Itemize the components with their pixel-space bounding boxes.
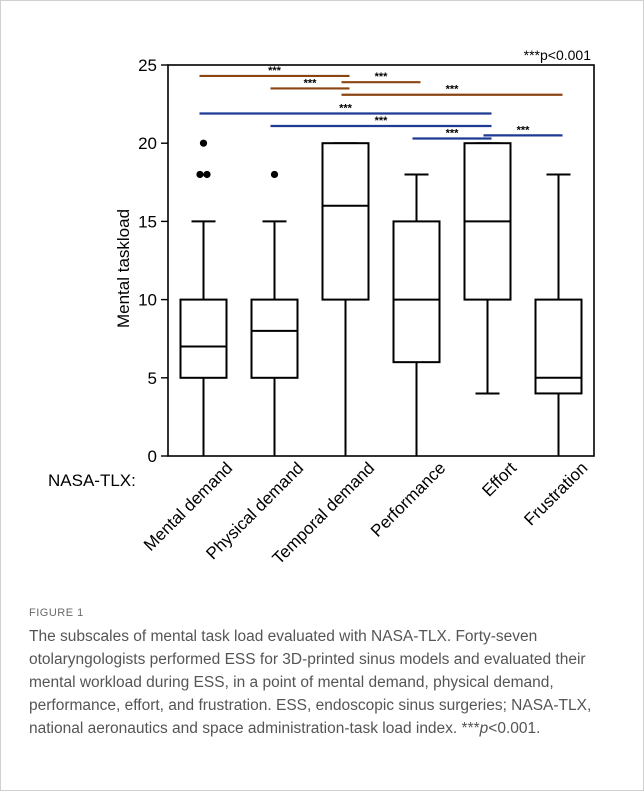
caption-text-main: The subscales of mental task load evalua… bbox=[29, 628, 592, 737]
significance-label: *** bbox=[375, 115, 389, 127]
box-iqr bbox=[250, 298, 299, 379]
outlier-point bbox=[203, 170, 211, 179]
box-plot-chart: 0 5 10 15 20 25 Mental taskload ***p<0.001 *** **… bbox=[48, 47, 595, 568]
outlier-point bbox=[196, 170, 204, 179]
outlier-point bbox=[199, 139, 208, 147]
y-tick-label: 0 bbox=[148, 447, 157, 466]
significance-label: *** bbox=[375, 71, 389, 83]
y-tick-label: 20 bbox=[138, 134, 157, 153]
y-axis-label: Mental taskload bbox=[114, 209, 133, 328]
box-iqr bbox=[534, 298, 583, 395]
outlier-point bbox=[270, 170, 279, 179]
significance-label: *** bbox=[517, 124, 531, 136]
box-iqr bbox=[392, 220, 441, 364]
significance-label: *** bbox=[339, 102, 353, 114]
box-iqr bbox=[179, 298, 228, 379]
x-tick-label: Effort bbox=[478, 458, 520, 500]
y-tick-label: 15 bbox=[138, 212, 157, 231]
y-tick-label: 25 bbox=[138, 56, 157, 75]
x-tick-label: Performance bbox=[367, 458, 449, 540]
significance-note: ***p<0.001 bbox=[524, 47, 592, 63]
box-iqr bbox=[321, 142, 370, 301]
significance-label: *** bbox=[446, 128, 460, 140]
figure-label: FIGURE 1 bbox=[29, 607, 84, 619]
significance-label: *** bbox=[446, 84, 460, 96]
caption-p-symbol: p bbox=[479, 720, 489, 737]
y-tick-label: 10 bbox=[138, 291, 157, 310]
x-tick-label: Frustration bbox=[520, 458, 591, 529]
significance-label: *** bbox=[268, 65, 282, 77]
significance-label: *** bbox=[304, 77, 318, 89]
caption-p-value: <0.001. bbox=[488, 720, 541, 737]
plot-frame bbox=[167, 64, 595, 457]
caption-text: The subscales of mental task load evalua… bbox=[29, 625, 619, 740]
x-axis-prefix-label: NASA-TLX: bbox=[48, 471, 136, 490]
y-tick-label: 5 bbox=[148, 369, 157, 388]
figure-caption: FIGURE 1 The subscales of mental task lo… bbox=[29, 607, 619, 740]
